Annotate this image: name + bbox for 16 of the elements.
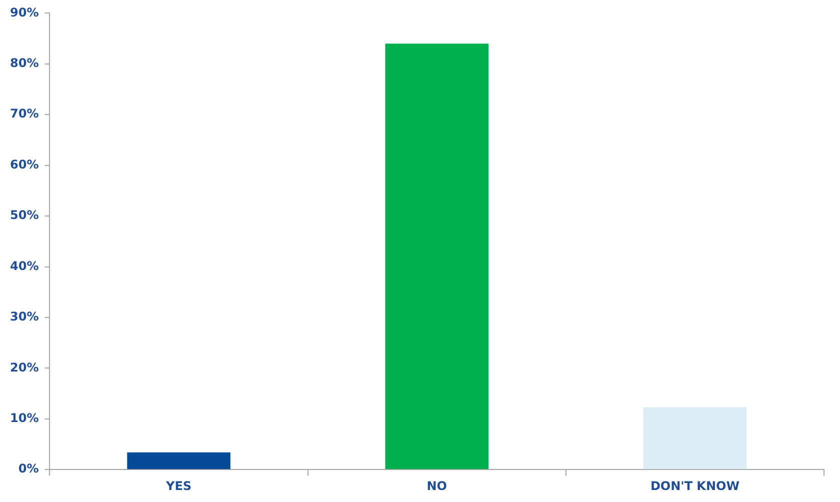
y-tick-label: 0%	[18, 462, 39, 476]
x-tick-label: DON'T KNOW	[650, 478, 740, 493]
y-tick-label: 60%	[10, 157, 39, 172]
bar	[643, 407, 747, 470]
y-tick-label: 40%	[10, 258, 39, 273]
bar	[385, 44, 488, 470]
y-tick-label: 30%	[10, 310, 39, 324]
y-tick-label: 50%	[10, 208, 39, 222]
y-tick-label: 10%	[10, 411, 39, 426]
x-tick-label: NO	[426, 478, 447, 493]
y-tick-label: 80%	[10, 56, 39, 70]
y-tick-label: 90%	[10, 5, 39, 20]
y-tick-label: 20%	[10, 360, 39, 374]
y-tick-label: 70%	[10, 106, 39, 121]
x-tick-label: YES	[165, 478, 192, 493]
bar	[127, 452, 230, 470]
